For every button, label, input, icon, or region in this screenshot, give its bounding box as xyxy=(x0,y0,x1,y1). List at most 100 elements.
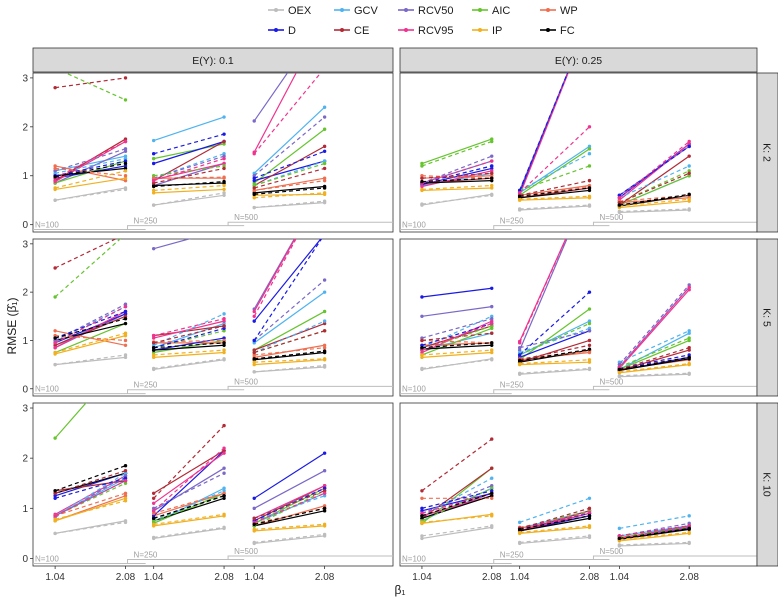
series-line-oex-solid xyxy=(153,527,225,540)
series-point-oex xyxy=(222,357,226,361)
series-point-wp xyxy=(252,188,256,193)
series-line-ce-solid xyxy=(253,145,325,187)
series-line-fc-solid xyxy=(619,528,690,541)
series-point-rcv95 xyxy=(687,524,691,528)
x-tick-label: 1.04 xyxy=(45,572,65,583)
legend-marker-aic xyxy=(478,8,482,12)
series-line-aic-solid xyxy=(253,128,325,184)
series-point-wp xyxy=(322,178,327,183)
series-point-fc xyxy=(322,506,327,511)
series-point-wp xyxy=(123,494,128,498)
sample-size-label: N=250 xyxy=(134,550,158,559)
legend-marker-fc xyxy=(546,28,550,32)
series-line-fc-solid xyxy=(619,358,690,371)
panel-border xyxy=(32,402,394,567)
sample-size-label: N=500 xyxy=(234,377,258,386)
series-line-ce-dashed xyxy=(421,438,493,492)
series-line-d-solid xyxy=(253,239,322,322)
row-strip-1 xyxy=(756,238,778,397)
series-point-fc xyxy=(322,186,327,190)
series-point-rcv50 xyxy=(490,484,494,488)
series-point-ce xyxy=(151,181,156,185)
series-point-aic xyxy=(490,139,494,144)
series-point-aic xyxy=(123,98,128,102)
series-line-oex-solid xyxy=(55,356,126,366)
series-line-ip-dashed xyxy=(619,198,690,207)
series-point-fc xyxy=(53,336,57,340)
series-line-d-dashed xyxy=(153,133,225,155)
series-point-rcv95 xyxy=(323,17,326,20)
series-line-oex-dashed xyxy=(254,533,325,544)
series-point-oex xyxy=(123,520,128,525)
series-point-ip xyxy=(151,353,156,357)
series-point-gcv xyxy=(687,331,691,335)
series-point-gcv xyxy=(687,164,691,168)
series-line-aic-dashed xyxy=(519,165,590,191)
series-line-rcv50-dashed xyxy=(619,522,690,537)
series-line-oex-solid xyxy=(254,366,325,373)
sample-size-label: N=100 xyxy=(402,385,426,394)
series-point-oex xyxy=(322,199,327,203)
series-line-fc-dashed xyxy=(421,342,492,349)
series-point-gcv xyxy=(322,105,327,109)
series-point-wp xyxy=(322,504,327,508)
series-line-fc-dashed xyxy=(55,162,126,178)
series-line-rcv95-solid xyxy=(153,452,225,504)
series-line-ip-solid xyxy=(55,177,126,191)
series-line-aic-dashed xyxy=(619,526,690,539)
y-tick-label: 1 xyxy=(22,504,28,515)
legend-label-oex: OEX xyxy=(288,5,312,17)
x-tick-label: 1.04 xyxy=(244,572,264,583)
series-line-wp-solid xyxy=(55,165,126,182)
legend: OEX GCV RCV50 AIC WP D CE RCV95 IP FC xyxy=(268,5,578,37)
series-point-rcv95 xyxy=(687,288,691,292)
legend-marker-wp xyxy=(546,8,550,12)
panel-border xyxy=(32,238,394,397)
series-line-rcv95-dashed xyxy=(421,160,492,184)
series-point-aic xyxy=(687,174,691,178)
series-point-oex xyxy=(420,366,424,371)
series-point-ce xyxy=(123,314,128,318)
series-point-rcv95 xyxy=(617,365,622,369)
series-point-ce xyxy=(151,496,156,500)
series-point-fc xyxy=(617,536,622,541)
series-point-rcv95 xyxy=(517,191,522,195)
series-point-rcv50 xyxy=(123,474,128,478)
series-point-gcv xyxy=(617,526,622,531)
series-point-aic xyxy=(587,164,592,168)
series-line-fc-solid xyxy=(254,510,325,527)
series-point-fc xyxy=(587,188,592,193)
series-line-ce-solid xyxy=(153,325,225,337)
series-point-gcv xyxy=(587,152,592,156)
series-point-wp xyxy=(222,338,226,343)
series-line-oex-solid xyxy=(254,202,325,209)
series-point-ip xyxy=(517,197,522,201)
panel-plot-area: N=100 N=250 N=500 xyxy=(400,239,757,395)
panel-0-1: N=100 N=250 N=500 xyxy=(399,72,758,233)
col-strip-0 xyxy=(32,47,394,73)
series-point-oex xyxy=(587,203,592,207)
series-line-wp-dashed xyxy=(254,347,325,356)
series-point-oex xyxy=(123,355,128,360)
series-point-ip xyxy=(322,522,327,527)
x-tick-label: 2.08 xyxy=(580,572,600,583)
sample-size-label: N=250 xyxy=(500,381,524,390)
series-point-rcv50 xyxy=(490,317,494,321)
series-line-rcv95-dashed xyxy=(519,239,567,344)
series-point-gcv xyxy=(222,152,226,156)
sample-size-label: N=250 xyxy=(500,550,524,559)
series-point-rcv95 xyxy=(252,314,256,318)
series-line-ip-dashed xyxy=(54,170,126,189)
series-point-gcv xyxy=(222,115,226,119)
series-point-ip xyxy=(587,524,592,528)
series-line-fc-solid xyxy=(519,189,590,199)
series-line-ce-dashed xyxy=(519,180,590,196)
col-strip-label-0: E(Y): 0.1 xyxy=(192,55,234,67)
series-line-oex-solid xyxy=(519,205,590,211)
series-line-ip-dashed xyxy=(254,358,325,363)
series-point-rcv50 xyxy=(517,348,522,352)
series-point-aic xyxy=(687,338,691,343)
series-point-wp xyxy=(252,353,256,357)
series-point-wp xyxy=(123,338,128,343)
series-line-ip-solid xyxy=(519,361,590,366)
